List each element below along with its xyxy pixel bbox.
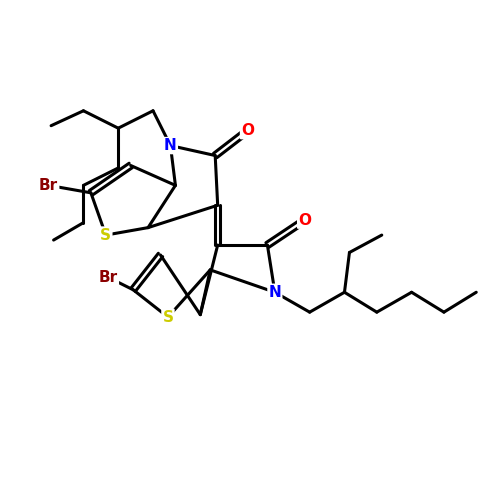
- Text: Br: Br: [39, 178, 58, 193]
- Text: N: N: [268, 285, 281, 300]
- Text: O: O: [298, 212, 311, 228]
- Text: Br: Br: [98, 270, 118, 285]
- Text: S: S: [162, 310, 173, 324]
- Text: S: S: [100, 228, 112, 242]
- Text: O: O: [241, 123, 254, 138]
- Text: N: N: [164, 138, 177, 153]
